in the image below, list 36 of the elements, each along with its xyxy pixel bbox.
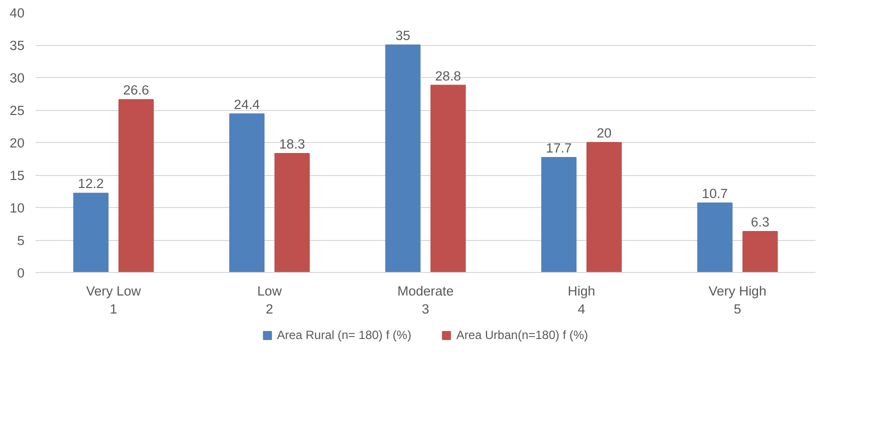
data-label: 6.3 <box>750 214 770 230</box>
x-tick-label: Very High 5 <box>708 284 766 316</box>
y-tick-label: 10 <box>10 200 25 216</box>
y-tick-label: 20 <box>10 136 25 150</box>
data-label: 35 <box>395 28 410 43</box>
y-tick-label: 25 <box>10 103 25 118</box>
y-tick-label: 15 <box>10 168 25 183</box>
data-label: 18.3 <box>279 136 306 152</box>
data-label: 28.8 <box>435 68 462 84</box>
x-tick-label: Moderate 3 <box>397 284 454 316</box>
x-tick-label: High 4 <box>568 284 596 316</box>
bar <box>229 113 265 272</box>
bar <box>73 192 109 272</box>
y-tick-label: 40 <box>10 6 25 20</box>
y-tick-label: 0 <box>17 266 25 280</box>
bar <box>586 142 622 272</box>
data-label: 26.6 <box>123 82 150 98</box>
bar <box>742 231 778 272</box>
data-label: 20 <box>596 126 612 140</box>
x-tick-label: Low 2 <box>257 284 282 316</box>
bar <box>430 84 466 272</box>
y-tick-label: 30 <box>10 70 25 86</box>
y-tick-label: 35 <box>10 38 25 53</box>
data-label: 10.7 <box>702 186 728 201</box>
data-label: 12.2 <box>78 176 104 192</box>
legend-label: Area Urban(n=180) f (%) <box>456 328 588 342</box>
x-tick-label: Very Low 1 <box>86 284 142 316</box>
bar <box>274 153 310 272</box>
data-label: 17.7 <box>546 140 572 156</box>
legend-label: Area Rural (n= 180) f (%) <box>276 328 412 342</box>
bar <box>385 44 421 272</box>
bar <box>541 156 577 272</box>
data-label: 24.4 <box>234 96 260 112</box>
y-tick-label: 5 <box>17 233 25 248</box>
bar <box>697 202 733 272</box>
bar <box>118 99 154 272</box>
